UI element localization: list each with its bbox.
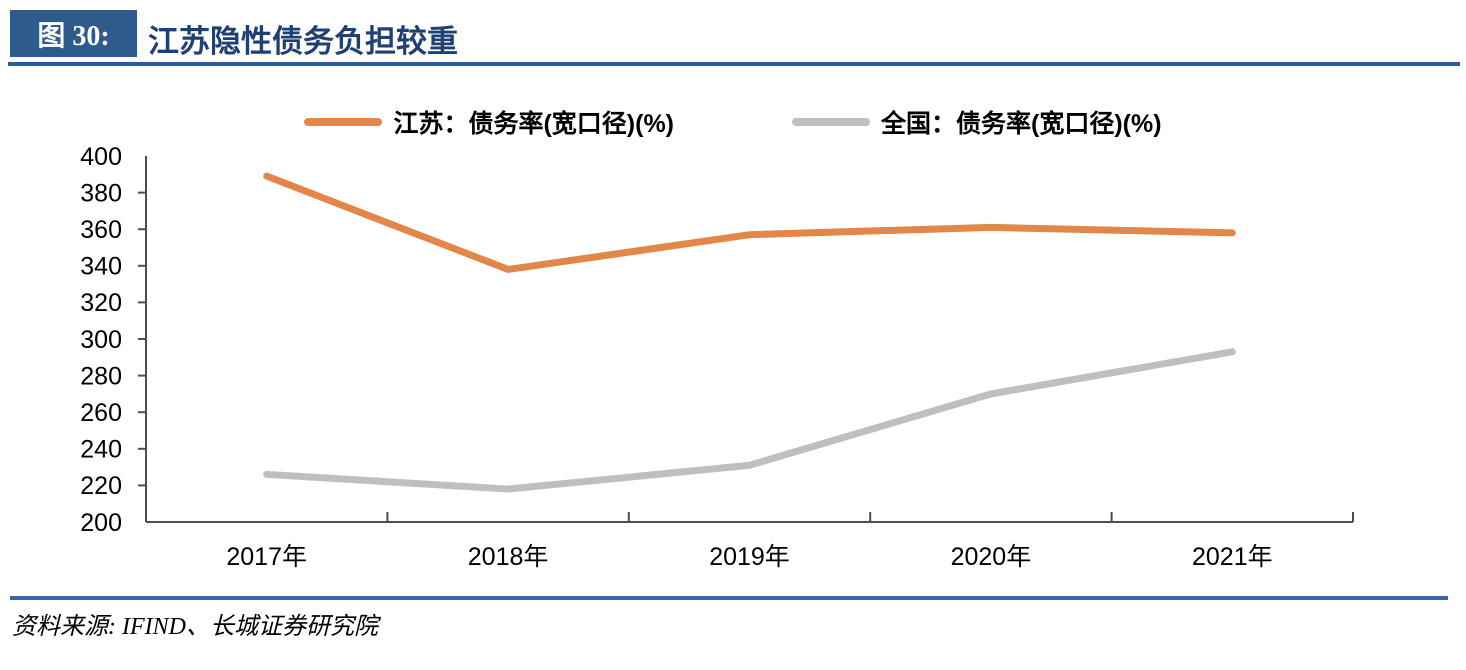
figure-title: 江苏隐性债务负担较重: [148, 24, 458, 59]
y-tick-label: 220: [80, 472, 122, 500]
y-tick-label: 340: [80, 253, 122, 281]
chart-legend: 江苏：债务率(宽口径)(%) 全国：债务率(宽口径)(%): [0, 104, 1466, 140]
title-underline-rule: [8, 62, 1460, 66]
series-line-1: [263, 348, 1236, 493]
legend-item-jiangsu: 江苏：债务率(宽口径)(%): [304, 104, 674, 140]
y-tick-label: 260: [80, 399, 122, 427]
legend-swatch-jiangsu: [304, 118, 383, 126]
figure-number-badge: 图 30:: [10, 10, 137, 57]
y-tick-label: 360: [80, 216, 122, 244]
y-tick-label: 200: [80, 509, 122, 537]
footer-rule: [10, 596, 1448, 600]
y-tick-label: 240: [80, 436, 122, 464]
legend-label-jiangsu: 江苏：债务率(宽口径)(%): [393, 110, 674, 138]
source-note: 资料来源: IFIND、长城证券研究院: [12, 614, 378, 640]
legend-label-national: 全国：债务率(宽口径)(%): [881, 110, 1162, 138]
x-tick-label: 2017年: [226, 543, 307, 571]
y-tick-label: 400: [80, 143, 122, 171]
y-tick-label: 380: [80, 179, 122, 207]
y-tick-label: 280: [80, 362, 122, 390]
figure-number-label: 图 30:: [37, 20, 110, 52]
series-line-0: [263, 172, 1236, 273]
y-tick-label: 300: [80, 326, 122, 354]
legend-item-national: 全国：债务率(宽口径)(%): [792, 104, 1162, 140]
x-tick-label: 2020年: [951, 543, 1032, 571]
y-tick-label: 320: [80, 289, 122, 317]
x-tick-label: 2019年: [709, 543, 790, 571]
x-tick-label: 2018年: [468, 543, 549, 571]
x-tick-label: 2021年: [1192, 543, 1273, 571]
legend-swatch-national: [792, 118, 870, 126]
